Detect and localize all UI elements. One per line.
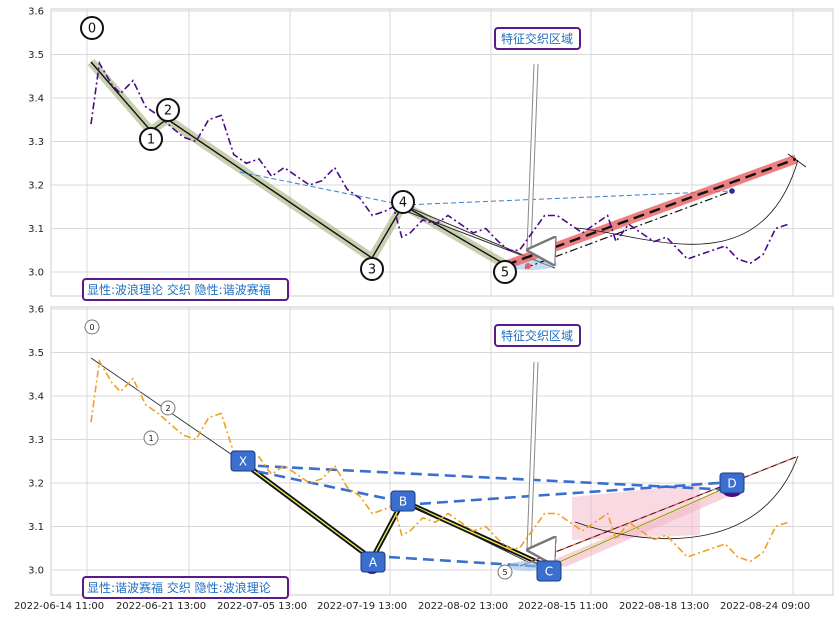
top-y-axis: 3.0 3.1 3.2 3.3 3.4 3.5 3.6 xyxy=(28,7,44,279)
top-grid xyxy=(51,9,833,296)
wave-point-label: 0 xyxy=(89,323,94,332)
wave-point-marker xyxy=(497,564,513,580)
bottom-annotation-arrow xyxy=(529,361,536,550)
y-tick-label: 3.6 xyxy=(28,7,44,18)
wave-point-marker xyxy=(493,260,517,284)
y-tick-label: 3.2 xyxy=(28,479,44,490)
wave-point-label: 3 xyxy=(368,263,376,278)
harmonic-point-marker xyxy=(390,490,416,512)
bottom-plot-frame xyxy=(50,306,834,596)
wave-point-label: 1 xyxy=(147,133,155,148)
harmonic-point-marker xyxy=(360,551,386,573)
bottom-annotation-text: 特征交织区域 xyxy=(501,328,573,343)
y-tick-label: 3.3 xyxy=(28,435,44,446)
harmonic-labels: X A B C D xyxy=(230,450,745,582)
harmonic-point-label: D xyxy=(727,477,736,491)
wave-point-marker xyxy=(80,16,104,40)
top-legend-box: 显性:波浪理论 交织 隐性:谐波赛福 xyxy=(82,278,289,301)
wave-point-label: 0 xyxy=(88,22,96,37)
harmonic-point-marker xyxy=(536,560,562,582)
wave-point-marker xyxy=(391,190,415,214)
top-plot-frame xyxy=(50,8,834,297)
wave-point-label: 1 xyxy=(148,434,153,443)
wave-point-label: 2 xyxy=(165,404,170,413)
top-price-line xyxy=(90,60,789,265)
x-tick-label: 2022-07-19 13:00 xyxy=(317,601,407,612)
top-wave-band xyxy=(87,59,509,269)
bottom-price-line xyxy=(90,358,789,563)
top-projection xyxy=(504,153,807,270)
harmonic-point-label: C xyxy=(545,565,553,579)
harmonic-point-label: B xyxy=(399,495,407,509)
wave-point-marker xyxy=(143,430,159,446)
y-tick-label: 3.4 xyxy=(28,94,44,105)
y-tick-label: 3.3 xyxy=(28,137,44,148)
top-legend-text: 显性:波浪理论 交织 隐性:谐波赛福 xyxy=(87,282,271,297)
wave-point-marker xyxy=(360,257,384,281)
y-tick-label: 3.1 xyxy=(28,522,44,533)
top-wave-labels: 0 12 3 4 5 xyxy=(80,16,517,284)
x-axis: 2022-06-14 11:00 2022-06-21 13:00 2022-07-… xyxy=(14,601,810,612)
x-tick-label: 2022-08-15 11:00 xyxy=(518,601,608,612)
harmonic-point-label: X xyxy=(239,455,247,469)
bottom-y-axis: 3.0 3.1 3.2 3.3 3.4 3.5 3.6 xyxy=(28,305,44,577)
bottom-grid xyxy=(51,307,833,595)
x-tick-label: 2022-08-24 09:00 xyxy=(720,601,810,612)
wave-point-marker xyxy=(139,127,163,151)
y-tick-label: 3.5 xyxy=(28,348,44,359)
bottom-legend-text: 显性:谐波赛福 交织 隐性:波浪理论 xyxy=(87,580,271,595)
x-tick-label: 2022-06-14 11:00 xyxy=(14,601,104,612)
bottom-harmonic-legs xyxy=(239,458,733,570)
top-annotation-arrow xyxy=(529,63,536,250)
y-tick-label: 3.5 xyxy=(28,50,44,61)
wave-point-marker xyxy=(156,98,180,122)
x-tick-label: 2022-07-05 13:00 xyxy=(217,601,307,612)
y-tick-label: 3.4 xyxy=(28,392,44,403)
x-tick-label: 2022-06-21 13:00 xyxy=(116,601,206,612)
wave-point-label: 4 xyxy=(399,196,407,211)
y-tick-label: 3.6 xyxy=(28,305,44,316)
harmonic-point-marker xyxy=(230,450,256,472)
y-tick-label: 3.2 xyxy=(28,181,44,192)
top-annotation-text: 特征交织区域 xyxy=(501,31,573,46)
bottom-legend-box: 显性:谐波赛福 交织 隐性:波浪理论 xyxy=(82,576,289,599)
y-tick-label: 3.0 xyxy=(28,566,44,577)
wave-point-label: 5 xyxy=(502,568,507,577)
wave-point-marker xyxy=(160,400,176,416)
top-annotation-tag: 特征交织区域 xyxy=(494,27,581,50)
harmonic-point-label: A xyxy=(369,556,378,570)
y-tick-label: 3.0 xyxy=(28,268,44,279)
harmonic-point-marker xyxy=(719,472,745,494)
wave-point-marker xyxy=(84,319,100,335)
y-tick-label: 3.1 xyxy=(28,224,44,235)
wave-point-label: 5 xyxy=(501,266,509,281)
bottom-annotation-tag: 特征交织区域 xyxy=(494,324,581,347)
bottom-wave-labels: 0 1 2 5 xyxy=(84,319,513,580)
wave-point-label: 2 xyxy=(164,104,172,119)
x-tick-label: 2022-08-02 13:00 xyxy=(418,601,508,612)
x-tick-label: 2022-08-18 13:00 xyxy=(619,601,709,612)
